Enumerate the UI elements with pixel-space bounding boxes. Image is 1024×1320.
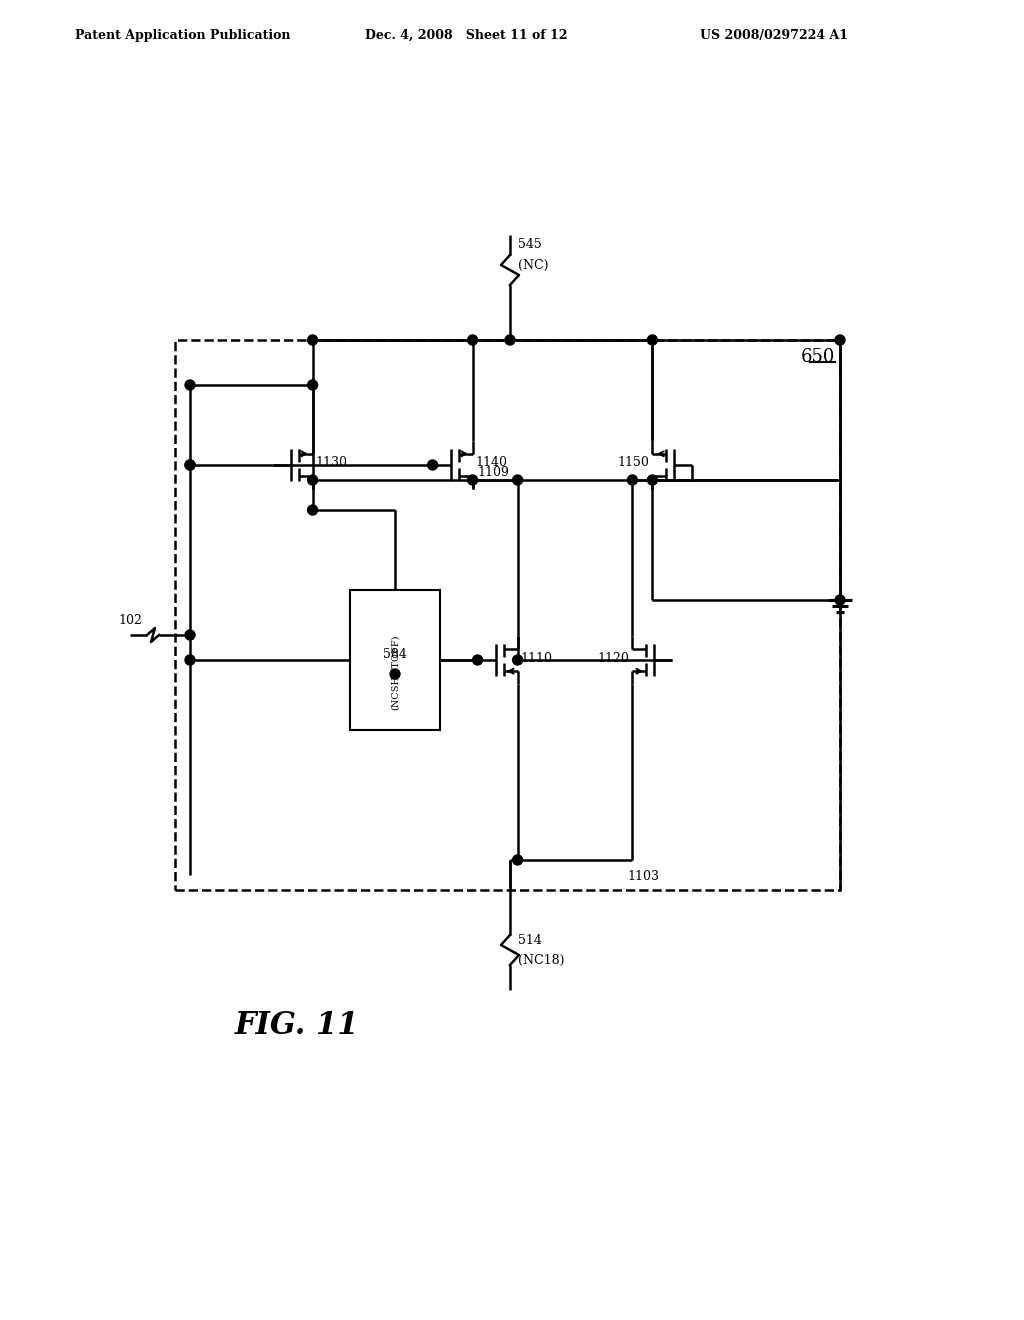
Circle shape [307,335,317,345]
Circle shape [185,630,195,640]
Text: 1103: 1103 [628,870,659,883]
Circle shape [513,655,522,665]
Circle shape [185,380,195,389]
Circle shape [428,459,437,470]
Circle shape [647,335,657,345]
Circle shape [185,459,195,470]
Circle shape [505,335,515,345]
Circle shape [307,380,317,389]
Circle shape [628,475,637,484]
Text: Patent Application Publication: Patent Application Publication [75,29,291,41]
Text: US 2008/0297224 A1: US 2008/0297224 A1 [700,29,848,41]
Circle shape [468,475,477,484]
Circle shape [468,335,477,345]
Circle shape [513,855,522,865]
Text: (NCSHUTOFF): (NCSHUTOFF) [390,634,399,710]
Text: 1150: 1150 [617,457,649,470]
Bar [175,341,840,890]
Circle shape [835,595,845,605]
Circle shape [473,655,482,665]
Circle shape [307,475,317,484]
Text: 650: 650 [801,348,835,366]
Bar [350,590,440,730]
Text: (NC): (NC) [518,259,549,272]
Text: 545: 545 [518,239,542,252]
Circle shape [647,475,657,484]
Text: 1140: 1140 [476,457,508,470]
Text: 102: 102 [118,614,142,627]
Text: (NC18): (NC18) [518,953,564,966]
Text: 1110: 1110 [521,652,553,664]
Circle shape [513,475,522,484]
Circle shape [390,669,400,678]
Text: 1130: 1130 [315,457,348,470]
Text: 1120: 1120 [597,652,629,664]
Text: 584: 584 [383,648,407,661]
Circle shape [185,655,195,665]
Text: FIG. 11: FIG. 11 [234,1010,359,1040]
Circle shape [835,335,845,345]
Text: 514: 514 [518,933,542,946]
Text: 1109: 1109 [477,466,510,479]
Text: Dec. 4, 2008   Sheet 11 of 12: Dec. 4, 2008 Sheet 11 of 12 [365,29,567,41]
Circle shape [185,459,195,470]
Circle shape [307,506,317,515]
